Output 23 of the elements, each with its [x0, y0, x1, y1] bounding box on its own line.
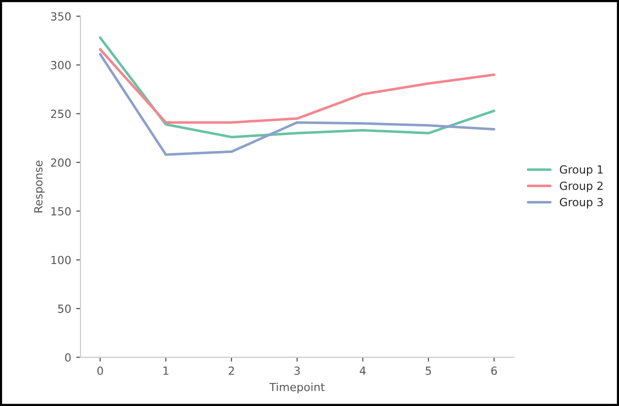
- y-tick-label: 200: [51, 158, 71, 167]
- y-tick-label: 150: [51, 207, 71, 216]
- y-tick-label: 250: [51, 110, 71, 118]
- x-tick-label: 4: [360, 366, 366, 375]
- line-series: [98, 52, 496, 156]
- y-tick-label: 50: [58, 304, 71, 313]
- line-series: [98, 48, 496, 124]
- x-tick-label: 2: [228, 366, 234, 375]
- x-tick-label: 0: [97, 366, 103, 375]
- y-tick-label: 300: [51, 60, 71, 70]
- x-tick-label: 5: [426, 366, 431, 375]
- x-tick-label: 3: [294, 366, 300, 375]
- x-tick-label: 6: [491, 366, 497, 375]
- legend-label: Group 3: [560, 198, 603, 208]
- legend-label: Group 1: [560, 165, 603, 176]
- line-series: [98, 36, 496, 138]
- y-tick-label: 350: [51, 12, 71, 21]
- y-tick-label: 100: [51, 256, 71, 264]
- x-tick-label: 1: [164, 366, 168, 375]
- y-tick-label: 0: [65, 353, 71, 362]
- x-axis-title: Timepoint: [269, 382, 325, 394]
- legend-label: Group 2: [560, 182, 603, 192]
- y-axis-title: Response: [34, 160, 45, 212]
